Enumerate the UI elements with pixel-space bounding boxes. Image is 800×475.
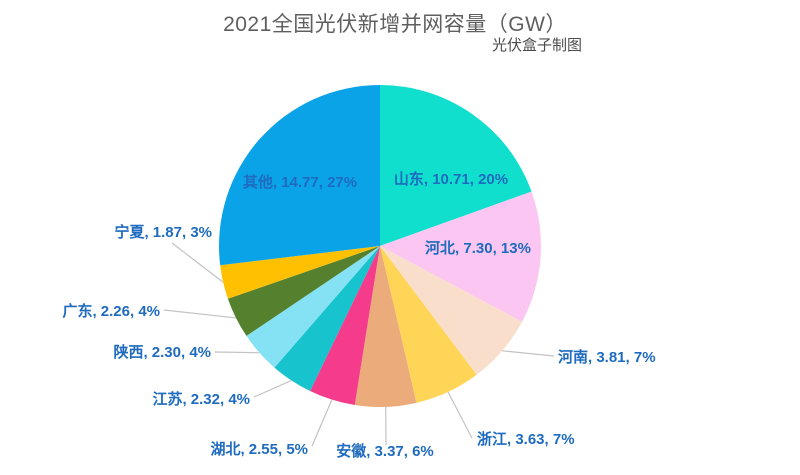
slice-label-河南: 河南, 3.81, 7% — [558, 348, 656, 366]
pie-slice-浙江 — [380, 246, 477, 403]
leader-line-陕西 — [214, 351, 260, 354]
chart-title: 2021全国光伏新增并网容量（GW） — [223, 13, 567, 36]
pie-slice-其他 — [219, 85, 380, 266]
pie-slice-湖北 — [310, 246, 380, 406]
leader-line-广东 — [163, 309, 237, 319]
slice-label-安徽: 安徽, 3.37, 6% — [336, 442, 434, 460]
pie-slice-山东 — [380, 85, 532, 246]
leader-line-宁夏 — [171, 242, 224, 283]
chart-credit: 光伏盒子制图 — [491, 37, 582, 54]
pie-slice-江苏 — [274, 246, 380, 392]
pie-slice-安徽 — [354, 246, 417, 408]
leader-line-湖北 — [311, 399, 333, 447]
slice-label-陕西: 陕西, 2.30, 4% — [113, 343, 211, 361]
leader-line-浙江 — [447, 391, 473, 439]
slice-label-山东: 山东, 10.71, 20% — [394, 170, 508, 188]
leader-line-河南 — [502, 350, 555, 357]
pie-slice-河南 — [380, 246, 522, 375]
slice-label-湖北: 湖北, 2.55, 5% — [210, 441, 308, 458]
pie-slice-陕西 — [246, 246, 380, 368]
slice-label-江苏: 江苏, 2.32, 4% — [152, 390, 250, 408]
slice-label-宁夏: 宁夏, 1.87, 3% — [114, 223, 212, 241]
pie-slice-河北 — [380, 191, 541, 322]
leader-line-江苏 — [253, 379, 292, 398]
slice-label-浙江: 浙江, 3.63, 7% — [477, 430, 575, 448]
slice-label-其他: 其他, 14.77, 27% — [243, 173, 357, 191]
slice-label-广东: 广东, 2.26, 4% — [62, 302, 160, 320]
pie-slice-广东 — [227, 246, 380, 336]
pie-slice-宁夏 — [220, 246, 380, 299]
slice-label-河北: 河北, 7.30, 13% — [425, 239, 531, 257]
